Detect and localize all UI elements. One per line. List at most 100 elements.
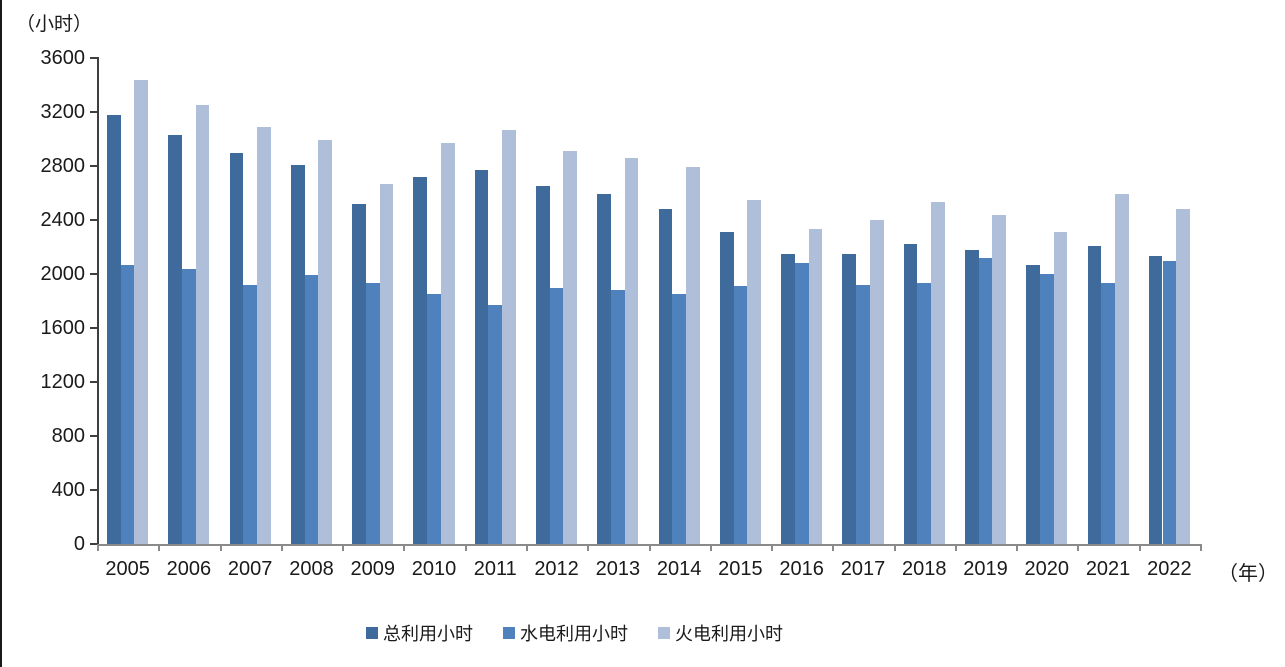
x-category-label: 2022 (1147, 558, 1192, 580)
x-category-label: 2021 (1085, 558, 1131, 580)
x-category-label: 2014 (656, 558, 702, 580)
y-tick-label: 1200 (40, 371, 86, 393)
x-category-label: 2007 (227, 558, 273, 580)
bar-水电利用小时-2007 (243, 284, 258, 544)
bar-总利用小时-2015 (719, 232, 734, 544)
y-tick-label: 3600 (40, 47, 86, 69)
x-tick-mark (709, 546, 712, 551)
bar-水电利用小时-2010 (427, 294, 441, 544)
y-tick-label: 0 (73, 533, 85, 555)
y-tick-label: 2800 (40, 155, 86, 177)
bar-火电利用小时-2010 (440, 143, 455, 544)
x-tick-mark (893, 546, 896, 551)
x-category-label: 2015 (718, 558, 763, 580)
bar-总利用小时-2021 (1087, 245, 1102, 544)
bar-火电利用小时-2019 (992, 214, 1007, 544)
bar-水电利用小时-2015 (733, 286, 748, 544)
x-category-label: 2006 (166, 558, 212, 580)
y-tick-mark (90, 111, 97, 113)
x-category-label: 2020 (1024, 558, 1070, 580)
bar-总利用小时-2009 (352, 203, 366, 544)
y-tick-label: 2000 (40, 263, 86, 285)
bar-火电利用小时-2015 (747, 199, 761, 544)
bar-火电利用小时-2021 (1114, 194, 1129, 544)
bar-火电利用小时-2011 (502, 129, 516, 544)
bar-水电利用小时-2019 (978, 257, 993, 544)
bar-水电利用小时-2011 (488, 305, 503, 544)
bar-火电利用小时-2008 (318, 140, 332, 544)
bar-火电利用小时-2017 (869, 220, 884, 544)
x-category-label: 2018 (901, 558, 947, 580)
x-tick-mark (280, 546, 283, 551)
x-tick-mark (403, 546, 406, 551)
bar-总利用小时-2006 (168, 134, 183, 544)
x-tick-mark (954, 546, 957, 551)
y-tick-mark (90, 327, 97, 329)
bar-总利用小时-2017 (842, 253, 857, 544)
legend-swatch-icon (658, 627, 670, 639)
x-tick-mark (525, 546, 528, 551)
bar-水电利用小时-2016 (794, 263, 809, 544)
y-tick-mark (90, 219, 97, 221)
bar-总利用小时-2012 (536, 186, 550, 544)
bar-水电利用小时-2006 (182, 268, 196, 544)
x-category-label: 2008 (289, 558, 334, 580)
bar-火电利用小时-2007 (257, 126, 271, 544)
bar-总利用小时-2020 (1026, 264, 1040, 544)
bar-火电利用小时-2022 (1176, 209, 1190, 544)
y-tick-mark (90, 273, 97, 275)
bar-水电利用小时-2009 (365, 283, 380, 544)
y-tick-label: 2400 (40, 209, 86, 231)
x-category-label: 2017 (840, 558, 886, 580)
x-tick-mark (587, 546, 590, 551)
x-tick-mark (219, 546, 222, 551)
bar-总利用小时-2022 (1148, 256, 1163, 544)
y-tick-label: 3200 (40, 101, 86, 123)
y-axis-line (97, 57, 99, 546)
y-tick-label: 800 (51, 425, 85, 447)
x-tick-mark (771, 546, 774, 551)
x-tick-mark (97, 546, 99, 551)
bar-火电利用小时-2009 (379, 183, 394, 544)
y-tick-mark (90, 381, 97, 383)
x-tick-mark (1077, 546, 1080, 551)
bar-水电利用小时-2022 (1162, 260, 1177, 544)
y-tick-mark (90, 165, 97, 167)
x-category-label: 2016 (779, 558, 824, 580)
x-category-label: 2010 (411, 558, 457, 580)
bar-火电利用小时-2016 (808, 229, 823, 544)
bar-火电利用小时-2014 (685, 167, 700, 544)
bar-总利用小时-2018 (903, 244, 918, 544)
bar-水电利用小时-2013 (611, 290, 625, 544)
bar-水电利用小时-2014 (672, 294, 686, 544)
bar-火电利用小时-2006 (195, 105, 210, 544)
x-category-label: 2009 (350, 558, 395, 580)
bar-水电利用小时-2012 (549, 287, 564, 544)
page-left-border (0, 0, 2, 667)
bar-火电利用小时-2018 (931, 202, 945, 544)
y-axis-unit-label: （小时） (16, 14, 93, 35)
bar-水电利用小时-2005 (120, 264, 135, 544)
bar-水电利用小时-2021 (1101, 283, 1115, 544)
legend: 总利用小时 水电利用小时 火电利用小时 (366, 620, 783, 646)
y-tick-label: 400 (51, 479, 85, 501)
bar-总利用小时-2010 (413, 176, 428, 544)
x-axis-unit-label: （年） (1218, 563, 1278, 585)
x-tick-mark (158, 546, 161, 551)
bar-总利用小时-2014 (658, 209, 673, 544)
legend-label: 火电利用小时 (675, 624, 783, 644)
x-tick-mark (342, 546, 345, 551)
x-tick-mark (464, 546, 467, 551)
legend-item-总利用小时: 总利用小时 (366, 620, 473, 646)
bar-火电利用小时-2012 (563, 151, 578, 544)
legend-label: 水电利用小时 (520, 624, 628, 644)
x-category-label: 2005 (105, 558, 150, 580)
x-category-label: 2011 (473, 558, 517, 580)
legend-label: 总利用小时 (383, 624, 473, 644)
x-category-label: 2012 (534, 558, 579, 580)
x-tick-mark (1016, 546, 1019, 551)
bar-火电利用小时-2005 (134, 79, 149, 544)
bar-水电利用小时-2008 (304, 275, 319, 544)
x-tick-mark (832, 546, 835, 551)
